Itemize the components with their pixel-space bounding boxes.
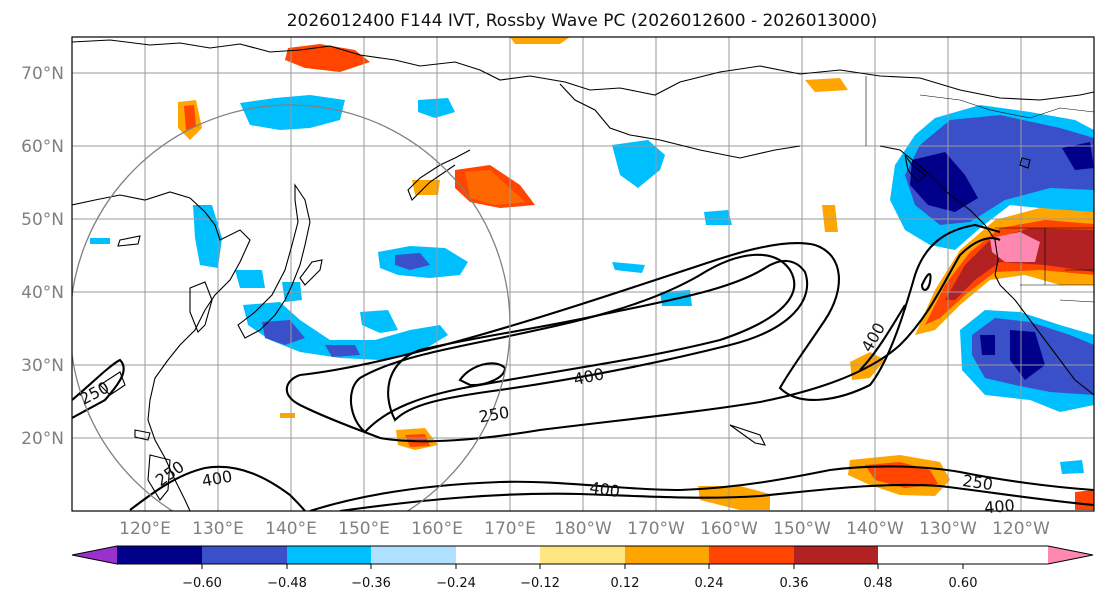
lat-label: 50°N xyxy=(21,210,64,230)
map-frame xyxy=(71,36,1095,512)
longitude-labels: 120°E 130°E 140°E 150°E 160°E 170°E 180°… xyxy=(119,519,1050,539)
gridlines xyxy=(72,37,1094,511)
colorbar-cell xyxy=(371,546,456,564)
colorbar-tick-label: −0.60 xyxy=(182,576,222,591)
lat-label: 40°N xyxy=(21,283,64,303)
colorbar: −0.60 −0.48 −0.36 −0.24 −0.12 0.12 0.24 … xyxy=(71,545,1094,591)
colorbar-cell xyxy=(117,546,202,564)
coastlines xyxy=(72,39,1094,511)
colorbar-outline xyxy=(71,545,1094,565)
lon-label: 160°W xyxy=(700,519,758,539)
contour-label: 250 xyxy=(961,471,994,494)
colorbar-cell xyxy=(202,546,287,564)
lat-label: 20°N xyxy=(21,429,64,449)
lon-label: 140°W xyxy=(846,519,904,539)
lat-label: 60°N xyxy=(21,137,64,157)
colorbar-min-extension xyxy=(72,546,117,564)
figure-title: 2026012400 F144 IVT, Rossby Wave PC (202… xyxy=(287,11,878,31)
colorbar-cell xyxy=(540,546,625,564)
colorbar-tick-labels: −0.60 −0.48 −0.36 −0.24 −0.12 0.12 0.24 … xyxy=(182,576,977,591)
colorbar-tick-label: 0.48 xyxy=(864,576,893,591)
latitude-labels: 70°N 60°N 50°N 40°N 30°N 20°N xyxy=(21,64,64,449)
colorbar-cell xyxy=(287,546,371,564)
colorbar-tick-label: 0.60 xyxy=(949,576,978,591)
colorbar-max-extension xyxy=(1048,546,1093,564)
colorbar-tick-label: −0.12 xyxy=(520,576,560,591)
borders xyxy=(865,76,1094,303)
anomaly-shading xyxy=(90,37,1094,510)
colorbar-tick-label: −0.48 xyxy=(267,576,307,591)
lon-label: 140°E xyxy=(265,519,317,539)
lon-label: 170°W xyxy=(627,519,685,539)
lon-label: 180°W xyxy=(554,519,612,539)
map-panel: 250 250 250 250 400 400 400 400 400 70°N… xyxy=(21,36,1095,539)
contour-label: 400 xyxy=(588,478,621,501)
ivt-contours xyxy=(72,223,1094,511)
lat-label: 30°N xyxy=(21,356,64,376)
colorbar-cell xyxy=(794,546,878,564)
contour-label: 400 xyxy=(983,496,1015,518)
lon-label: 120°W xyxy=(992,519,1050,539)
lat-label: 70°N xyxy=(21,64,64,84)
colorbar-tick-label: −0.24 xyxy=(436,576,476,591)
lon-label: 170°E xyxy=(484,519,536,539)
lon-label: 160°E xyxy=(411,519,463,539)
region-circle xyxy=(72,104,511,511)
colorbar-tick-label: 0.12 xyxy=(611,576,640,591)
colorbar-cells xyxy=(117,546,878,564)
lon-label: 130°W xyxy=(919,519,977,539)
colorbar-cell xyxy=(709,546,794,564)
colorbar-tick-label: 0.24 xyxy=(695,576,724,591)
colorbar-cell xyxy=(625,546,709,564)
lon-label: 150°W xyxy=(773,519,831,539)
lon-label: 150°E xyxy=(338,519,390,539)
colorbar-ticks xyxy=(201,564,964,569)
lon-label: 130°E xyxy=(192,519,244,539)
colorbar-tick-label: 0.36 xyxy=(780,576,809,591)
lon-label: 120°E xyxy=(119,519,171,539)
colorbar-cell xyxy=(456,546,540,564)
colorbar-tick-label: −0.36 xyxy=(351,576,391,591)
